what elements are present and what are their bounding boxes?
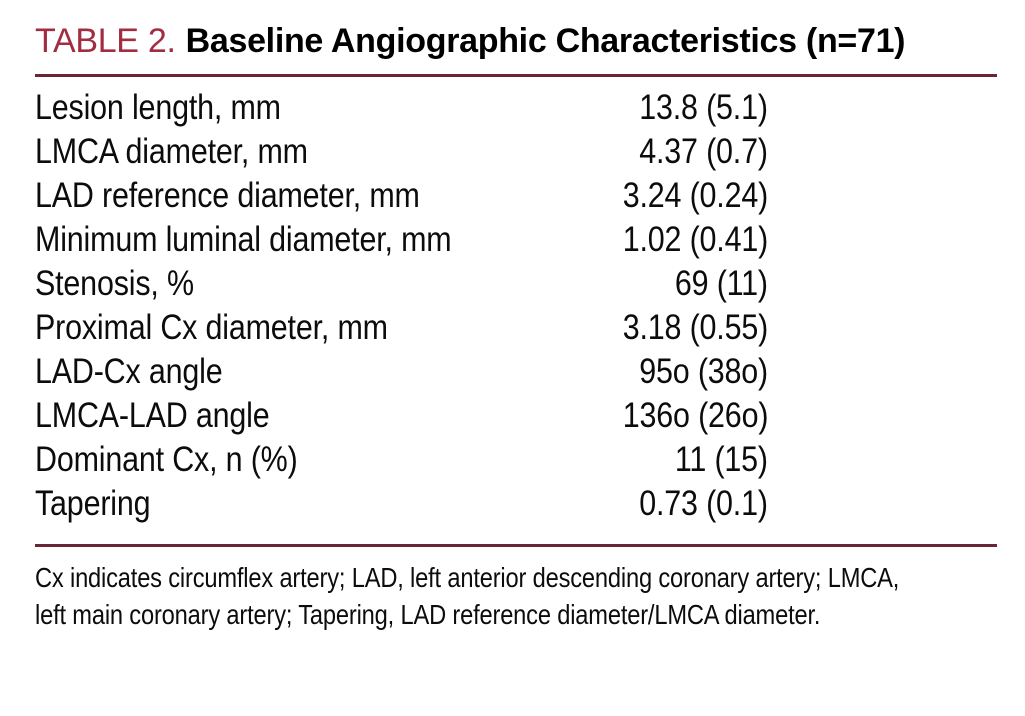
- row-label: LAD-Cx angle: [35, 352, 223, 391]
- table-row: Minimum luminal diameter, mm 1.02 (0.41): [35, 218, 997, 262]
- row-label: LMCA-LAD angle: [35, 396, 270, 435]
- table-number-label: TABLE 2.: [35, 22, 176, 60]
- row-label: LMCA diameter, mm: [35, 132, 308, 171]
- table-row: LAD-Cx angle 95o (38o): [35, 350, 997, 394]
- table-row: LMCA-LAD angle 136o (26o): [35, 394, 997, 438]
- bottom-rule: [35, 544, 997, 547]
- row-label: Tapering: [35, 484, 151, 523]
- row-label: Dominant Cx, n (%): [35, 440, 298, 479]
- row-value: 3.24 (0.24): [622, 176, 769, 215]
- table-row: Proximal Cx diameter, mm 3.18 (0.55): [35, 306, 997, 350]
- row-value: 3.18 (0.55): [622, 308, 769, 347]
- row-value: 95o (38o): [639, 352, 768, 391]
- row-label: Stenosis, %: [35, 264, 194, 303]
- footnote-line: left main coronary artery; Tapering, LAD…: [35, 599, 821, 630]
- page-title: TABLE 2. Baseline Angiographic Characteri…: [35, 0, 955, 65]
- row-value: 11 (15): [674, 440, 768, 479]
- row-label: LAD reference diameter, mm: [35, 176, 420, 215]
- row-label: Minimum luminal diameter, mm: [35, 220, 452, 259]
- row-value: 0.73 (0.1): [639, 484, 768, 523]
- row-value: 13.8 (5.1): [639, 88, 768, 127]
- row-value: 69 (11): [674, 264, 768, 303]
- table-row: Tapering 0.73 (0.1): [35, 482, 997, 526]
- table-row: LMCA diameter, mm 4.37 (0.7): [35, 130, 997, 174]
- table-row: Dominant Cx, n (%) 11 (15): [35, 438, 997, 482]
- table-body: Lesion length, mm 13.8 (5.1) LMCA diamet…: [35, 77, 997, 526]
- row-value: 1.02 (0.41): [622, 220, 769, 259]
- row-value: 136o (26o): [622, 396, 768, 435]
- top-rule: [35, 74, 997, 77]
- row-label: Proximal Cx diameter, mm: [35, 308, 388, 347]
- table-row: Lesion length, mm 13.8 (5.1): [35, 86, 997, 130]
- table-row: LAD reference diameter, mm 3.24 (0.24): [35, 174, 997, 218]
- table-row: Stenosis, % 69 (11): [35, 262, 997, 306]
- footnote-line: Cx indicates circumflex artery; LAD, lef…: [35, 562, 900, 593]
- row-value: 4.37 (0.7): [639, 132, 768, 171]
- table-title-text: Baseline Angiographic Characteristics (n…: [185, 22, 906, 60]
- row-label: Lesion length, mm: [35, 88, 281, 127]
- footnote: Cx indicates circumflex artery; LAD, lef…: [35, 559, 1025, 633]
